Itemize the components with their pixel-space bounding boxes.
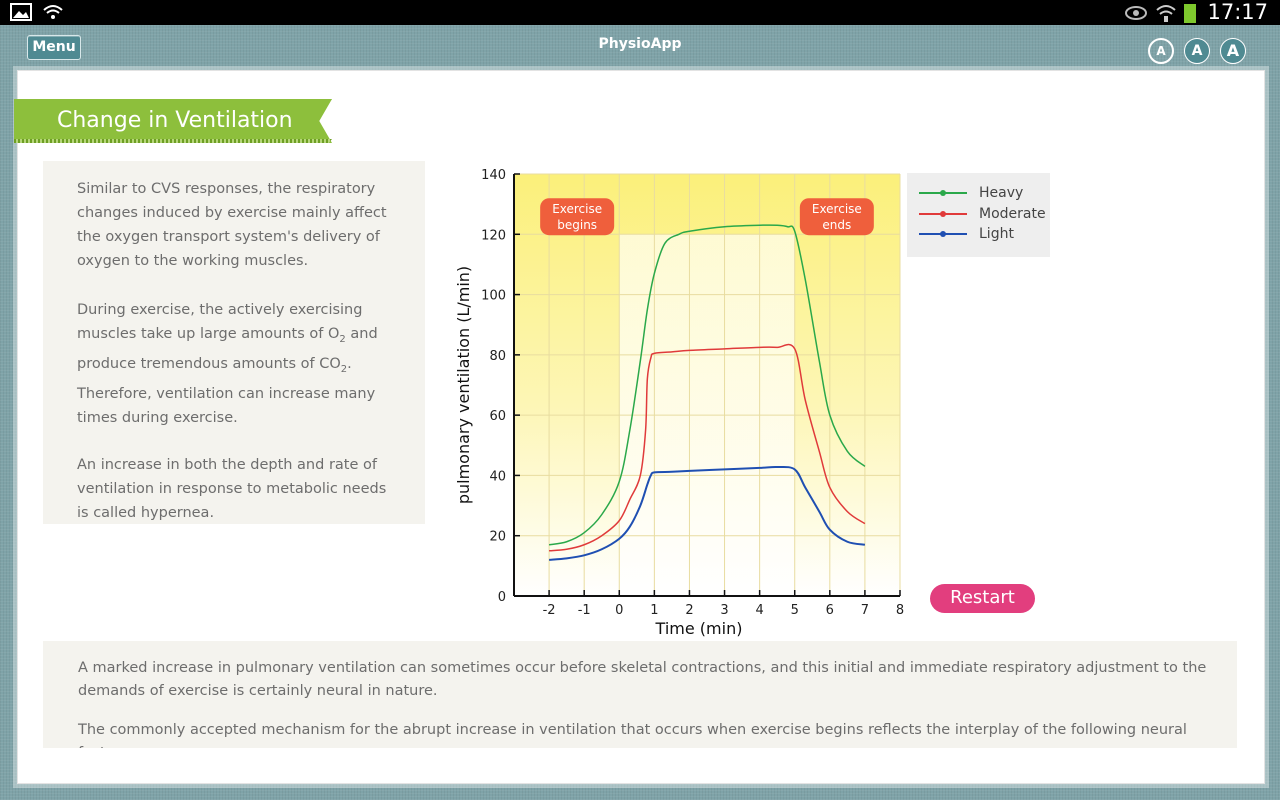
y-tick-label: 140 [481, 168, 506, 183]
y-tick-label: 0 [498, 590, 506, 605]
gallery-notification-icon [10, 3, 32, 21]
battery-icon [1184, 3, 1196, 23]
x-tick-label: 0 [615, 603, 623, 618]
series-line-moderate [549, 343, 866, 552]
intro-paragraph-3: An increase in both the depth and rate o… [77, 457, 387, 521]
font-size-small-button[interactable]: A [1148, 38, 1174, 64]
y-tick-label: 40 [489, 469, 506, 484]
intro-text-box: Similar to CVS responses, the respirator… [43, 161, 425, 524]
menu-button[interactable]: Menu [27, 35, 81, 60]
x-tick-label: 1 [650, 603, 658, 618]
y-tick-label: 20 [489, 530, 506, 545]
legend-item-heavy: Heavy [919, 185, 1023, 201]
chart-legend: Heavy Moderate Light [907, 173, 1050, 257]
legend-item-moderate: Moderate [919, 206, 1046, 222]
clock: 17:17 [1207, 0, 1268, 24]
banner-stripe-bottom [14, 139, 332, 143]
series-line-heavy [548, 224, 866, 546]
exercise-ends-label: Exercise [812, 202, 862, 216]
x-tick-label: 6 [826, 603, 834, 618]
x-tick-label: 8 [896, 603, 904, 618]
status-bar: 17:17 [0, 0, 1280, 25]
font-size-large-button[interactable]: A [1220, 38, 1246, 64]
legend-swatch-moderate [919, 211, 967, 217]
y-tick-label: 80 [489, 349, 506, 364]
x-tick-label: 3 [720, 603, 728, 618]
x-tick-label: -2 [543, 603, 556, 618]
intro-paragraph-1: Similar to CVS responses, the respirator… [77, 181, 387, 269]
series-line-light [549, 465, 866, 561]
eye-icon [1125, 6, 1147, 20]
bottom-paragraph-2: The commonly accepted mechanism for the … [78, 722, 1187, 748]
exercise-ends-label-line2: ends [822, 218, 851, 232]
app-title: PhysioApp [598, 36, 682, 52]
ventilation-chart: 0 20 40 60 80 100 120 140 -2 -1 0 1 2 3 4 5 6 7 8 Time (min… [454, 168, 904, 638]
y-tick-label: 60 [489, 409, 506, 424]
x-tick-label: -1 [578, 603, 591, 618]
y-tick-label: 120 [481, 228, 506, 243]
font-size-controls: A A A [1148, 38, 1246, 64]
intro-paragraph-2: During exercise, the actively exercising… [77, 302, 378, 426]
bottom-text-box: A marked increase in pulmonary ventilati… [43, 641, 1237, 748]
x-axis-title: Time (min) [655, 619, 743, 638]
x-tick-label: 7 [861, 603, 869, 618]
x-tick-label: 2 [685, 603, 693, 618]
x-tick-label: 4 [755, 603, 763, 618]
bottom-paragraph-1: A marked increase in pulmonary ventilati… [78, 660, 1207, 699]
app-title-bar: Menu PhysioApp A A A [0, 25, 1280, 67]
legend-item-light: Light [919, 226, 1014, 242]
font-size-medium-button[interactable]: A [1184, 38, 1210, 64]
wifi-signal-icon [1156, 5, 1176, 22]
restart-button[interactable]: Restart [930, 584, 1035, 613]
x-tick-label: 5 [791, 603, 799, 618]
section-title: Change in Ventilation [57, 108, 293, 133]
exercise-begins-label-bg [540, 198, 615, 236]
y-tick-label: 100 [481, 289, 506, 304]
y-axis-title: pulmonary ventilation (L/min) [454, 266, 473, 504]
exercise-ends-label-bg [799, 198, 874, 236]
section-banner [14, 99, 332, 143]
legend-swatch-light [919, 231, 967, 237]
exercise-begins-label-line2: begins [557, 218, 597, 232]
legend-swatch-heavy [919, 190, 967, 196]
exercise-begins-label: Exercise [552, 202, 602, 216]
wifi-notification-icon [43, 5, 63, 19]
